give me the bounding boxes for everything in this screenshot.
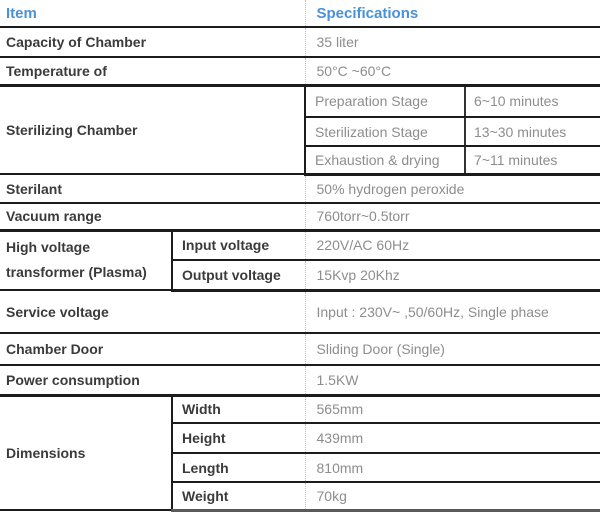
row-label-vacuum-range: Vacuum range — [0, 203, 305, 232]
table-row: Output voltage 15Kvp 20Khz — [0, 260, 600, 292]
row-value-chamber-door: Sliding Door (Single) — [304, 333, 600, 366]
table-row: Power consumption 1.5KW — [0, 365, 600, 397]
sub-value-weight: 70kg — [304, 482, 600, 512]
row-label-power-consumption: Power consumption — [0, 365, 305, 397]
table-row: Chamber Door Sliding Door (Single) — [0, 333, 600, 366]
table-row: Sterilizing Chamber Preparation Stage 6~… — [0, 85, 600, 175]
table-row: Weight 70kg — [0, 482, 600, 512]
row-label-temperature: Temperature of — [0, 57, 305, 87]
row-label-sterilant: Sterilant — [0, 174, 305, 204]
table-row: High voltage transformer (Plasma) Input … — [0, 230, 600, 291]
stage-value-exhaustion: 7~11 minutes — [463, 146, 600, 176]
stage-value-preparation: 6~10 minutes — [463, 85, 600, 118]
sub-label-width: Width — [171, 395, 305, 424]
table-row: Height 439mm — [0, 423, 600, 454]
column-header-specifications: Specifications — [304, 0, 600, 28]
table-row: Sterilization Stage 13~30 minutes — [0, 117, 600, 147]
sub-label-length: Length — [171, 453, 305, 483]
table-row: Service voltage Input : 230V~ ,50/60Hz, … — [0, 290, 600, 334]
sub-value-length: 810mm — [304, 453, 600, 483]
stage-value-sterilization: 13~30 minutes — [463, 117, 600, 147]
table-row: Sterilant 50% hydrogen peroxide — [0, 174, 600, 204]
table-row: Vacuum range 760torr~0.5torr — [0, 203, 600, 232]
sub-label-input-voltage: Input voltage — [171, 230, 305, 261]
row-value-vacuum-range: 760torr~0.5torr — [304, 203, 600, 232]
column-header-item: Item — [0, 0, 305, 28]
row-value-temperature: 50°C ~60°C — [304, 57, 600, 87]
row-value-power-consumption: 1.5KW — [304, 365, 600, 397]
stage-name-sterilization: Sterilization Stage — [304, 117, 465, 147]
table-row: Length 810mm — [0, 453, 600, 483]
row-label-service-voltage: Service voltage — [0, 290, 305, 334]
stage-name-preparation: Preparation Stage — [304, 85, 465, 118]
row-value-capacity: 35 liter — [304, 27, 600, 58]
sub-value-output-voltage: 15Kvp 20Khz — [304, 260, 600, 292]
sub-label-output-voltage: Output voltage — [171, 260, 305, 292]
sub-value-input-voltage: 220V/AC 60Hz — [304, 230, 600, 261]
table-row: Temperature of 50°C ~60°C — [0, 57, 600, 87]
sub-label-height: Height — [171, 423, 305, 454]
table-row: Exhaustion & drying 7~11 minutes — [0, 146, 600, 176]
row-label-capacity: Capacity of Chamber — [0, 27, 305, 58]
row-label-high-voltage-transformer: High voltage transformer (Plasma) — [0, 230, 172, 291]
table-row: Capacity of Chamber 35 liter — [0, 27, 600, 58]
sub-value-width: 565mm — [304, 395, 600, 424]
sub-value-height: 439mm — [304, 423, 600, 454]
row-label-chamber-door: Chamber Door — [0, 333, 305, 366]
row-value-service-voltage: Input : 230V~ ,50/60Hz, Single phase — [304, 290, 600, 334]
table-row: Dimensions Width 565mm — [0, 395, 600, 511]
stage-name-exhaustion: Exhaustion & drying — [304, 146, 465, 176]
row-label-dimensions: Dimensions — [0, 395, 172, 511]
table-header-row: Item Specifications — [0, 0, 600, 28]
row-label-sterilizing-chamber: Sterilizing Chamber — [0, 85, 305, 175]
sub-label-weight: Weight — [171, 482, 305, 512]
row-value-sterilant: 50% hydrogen peroxide — [304, 174, 600, 204]
